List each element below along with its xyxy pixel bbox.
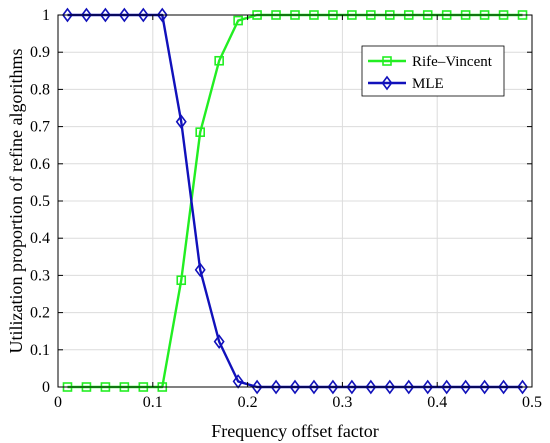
y-tick-label: 0.1 xyxy=(30,342,50,359)
data-point xyxy=(517,379,529,395)
y-tick-label: 0.5 xyxy=(30,193,50,210)
data-point xyxy=(384,379,396,395)
data-point xyxy=(61,7,73,23)
x-tick-label: 0 xyxy=(54,394,62,411)
y-tick-label: 0.3 xyxy=(30,267,50,284)
data-point xyxy=(213,334,225,349)
y-axis-label: Utilization proportion of refine algorit… xyxy=(6,49,26,354)
data-point xyxy=(479,379,491,395)
data-point xyxy=(365,379,377,395)
legend-swatch-marker xyxy=(381,75,393,91)
data-point xyxy=(289,379,301,395)
data-point xyxy=(194,262,206,278)
data-point xyxy=(175,114,187,130)
data-point xyxy=(308,379,320,395)
x-axis-label: Frequency offset factor xyxy=(211,421,379,441)
y-tick-label: 1 xyxy=(42,7,50,24)
y-tick-label: 0.7 xyxy=(30,119,50,136)
data-point xyxy=(403,379,415,395)
x-tick-label: 0.5 xyxy=(522,394,542,411)
y-tick-label: 0.6 xyxy=(30,156,50,173)
y-tick-label: 0 xyxy=(42,379,50,396)
legend-swatch-marker xyxy=(382,56,392,66)
legend-item: Rife–Vincent xyxy=(368,54,493,70)
data-point xyxy=(233,15,243,26)
legend-label: Rife–Vincent xyxy=(412,54,493,70)
ticks: 0 0.1 0.2 0.3 0.4 0.5 0 0.1 0.2 0.3 0.4 0.5 0.6 0.7 0.… xyxy=(30,7,542,411)
data-point xyxy=(422,379,434,395)
data-point xyxy=(441,379,453,395)
y-tick-label: 0.4 xyxy=(30,230,50,247)
data-point xyxy=(195,127,205,137)
data-point xyxy=(327,379,339,395)
data-point xyxy=(251,379,263,395)
x-tick-label: 0.2 xyxy=(238,394,258,411)
data-point xyxy=(137,7,149,23)
data-point xyxy=(156,7,168,23)
data-point xyxy=(460,379,472,395)
x-tick-label: 0.3 xyxy=(332,394,352,411)
data-point xyxy=(498,379,510,395)
grid xyxy=(57,14,533,388)
y-tick-label: 0.2 xyxy=(30,305,50,322)
data-point xyxy=(214,55,224,66)
data-point xyxy=(270,379,282,395)
y-tick-label: 0.9 xyxy=(30,44,50,61)
legend-label: MLE xyxy=(412,76,444,92)
data-point xyxy=(176,275,187,286)
x-tick-label: 0.1 xyxy=(143,394,163,411)
data-point xyxy=(80,7,92,23)
x-tick-label: 0.4 xyxy=(427,394,447,411)
y-tick-label: 0.8 xyxy=(30,81,50,98)
data-point xyxy=(99,7,111,23)
data-point xyxy=(118,7,130,23)
legend: Rife–Vincent MLE xyxy=(361,45,505,97)
legend-item: MLE xyxy=(368,75,444,92)
data-point xyxy=(346,379,358,395)
